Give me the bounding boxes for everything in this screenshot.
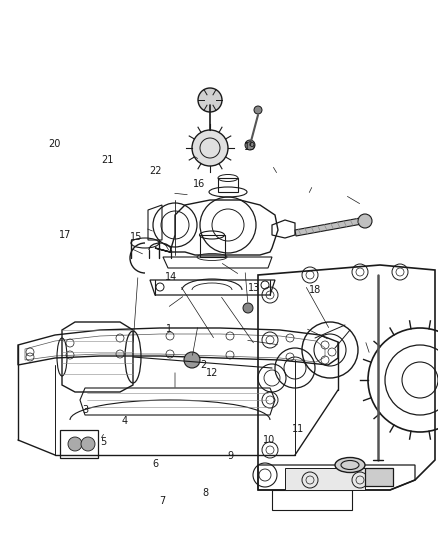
Text: 17: 17 — [59, 230, 71, 239]
Circle shape — [358, 214, 372, 228]
Bar — [272, 490, 352, 510]
Text: 5: 5 — [100, 438, 106, 447]
Text: 18: 18 — [309, 286, 321, 295]
Text: 7: 7 — [159, 496, 165, 506]
Text: 22: 22 — [149, 166, 162, 175]
Text: 20: 20 — [49, 139, 61, 149]
Bar — [365, 468, 393, 486]
Text: 6: 6 — [152, 459, 159, 469]
Circle shape — [184, 352, 200, 368]
Text: 11: 11 — [292, 424, 304, 434]
Circle shape — [68, 437, 82, 451]
Text: 3: 3 — [82, 406, 88, 415]
Circle shape — [254, 106, 262, 114]
Circle shape — [245, 140, 255, 150]
Circle shape — [192, 130, 228, 166]
Circle shape — [81, 437, 95, 451]
Text: 15: 15 — [130, 232, 142, 242]
Polygon shape — [285, 468, 365, 490]
Text: 13: 13 — [248, 283, 260, 293]
Text: 4: 4 — [122, 416, 128, 426]
Text: 1: 1 — [166, 325, 172, 334]
Text: 19: 19 — [244, 142, 256, 151]
Text: 8: 8 — [203, 488, 209, 498]
Polygon shape — [295, 218, 362, 236]
Bar — [60, 430, 98, 458]
Circle shape — [243, 303, 253, 313]
Circle shape — [198, 88, 222, 112]
Text: 16: 16 — [193, 179, 205, 189]
Text: 9: 9 — [227, 451, 233, 461]
Text: 10: 10 — [263, 435, 276, 445]
Text: 12: 12 — [206, 368, 219, 378]
Ellipse shape — [335, 457, 365, 472]
Text: 2: 2 — [201, 360, 207, 370]
Text: 21: 21 — [101, 155, 113, 165]
Text: 14: 14 — [165, 272, 177, 282]
